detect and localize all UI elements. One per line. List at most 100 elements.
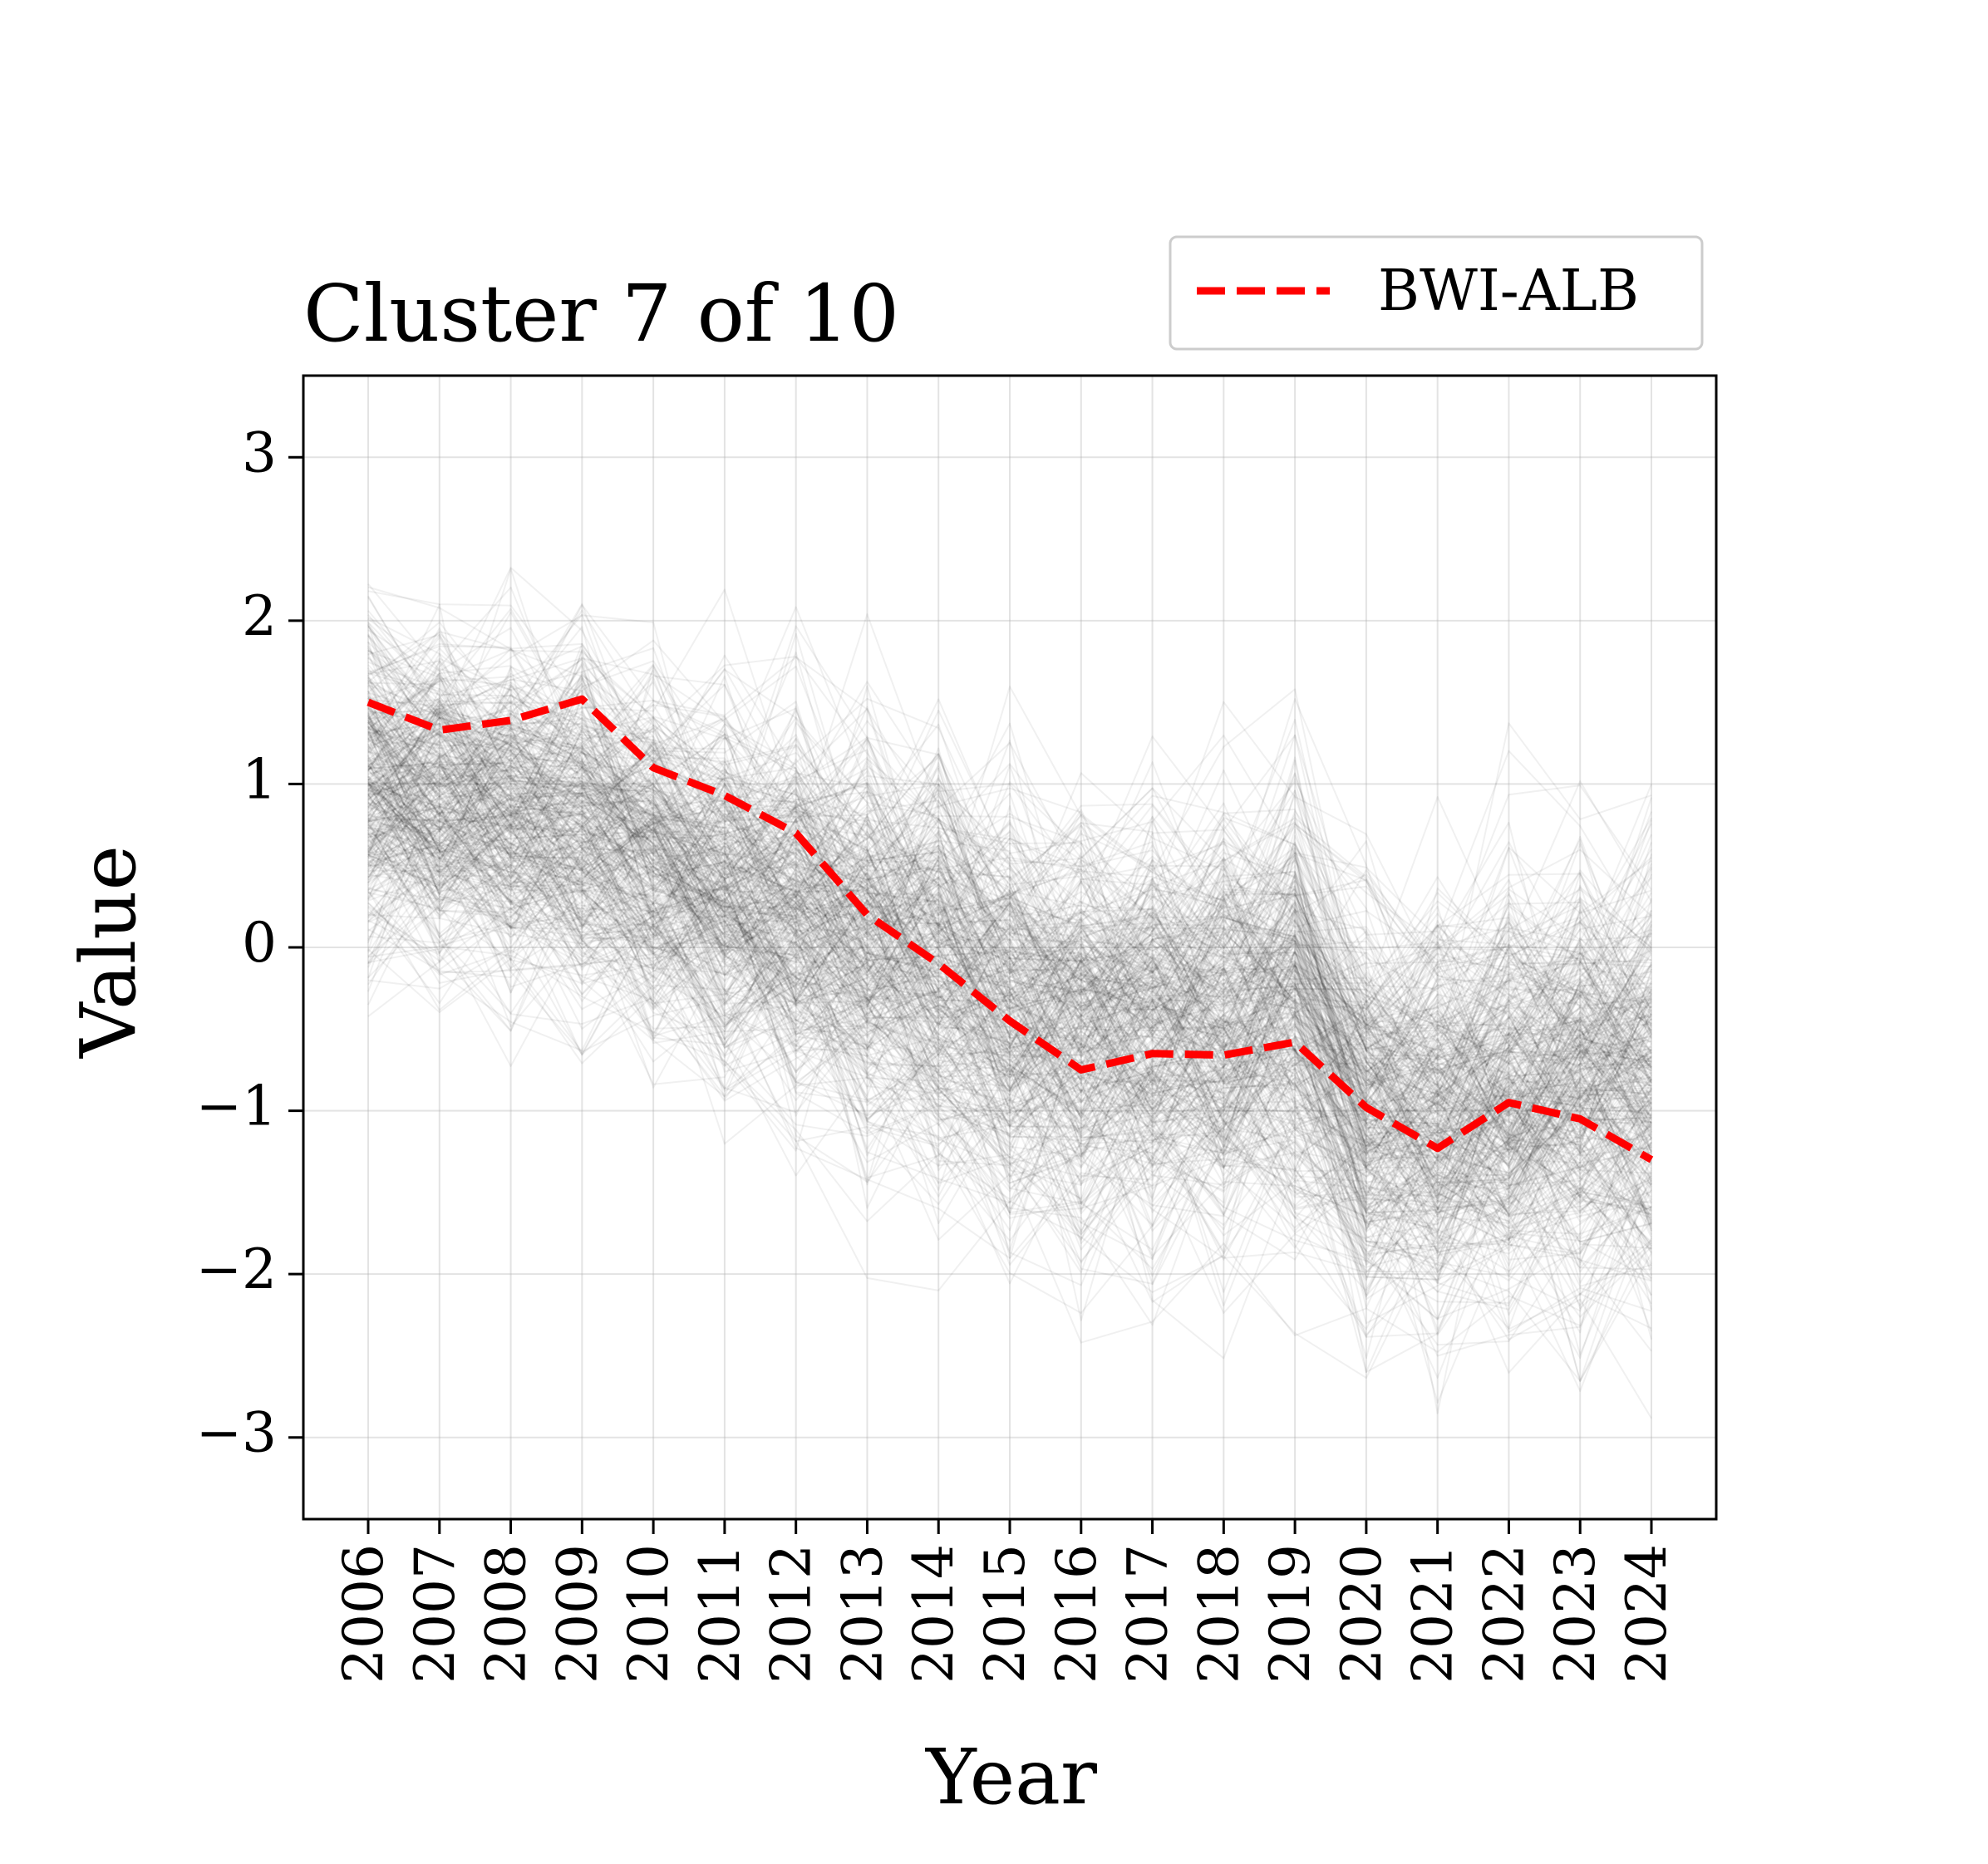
background-series-line (367, 708, 1652, 1251)
background-series-line (367, 754, 1652, 1238)
background-series-line (367, 663, 1652, 1135)
background-series-line (367, 783, 1652, 1151)
data-point-bwi-alb (368, 702, 369, 703)
background-series-line (367, 841, 1652, 1382)
background-series-line (367, 909, 1652, 1320)
background-series-line (367, 696, 1652, 1119)
background-series-line (367, 567, 1652, 969)
background-series-line (367, 610, 1652, 1145)
background-series-line (367, 843, 1652, 1211)
background-series-line (367, 787, 1652, 1217)
background-series-line (367, 774, 1652, 1181)
background-series-line (367, 823, 1652, 1240)
y-tick-label: −2 (196, 1237, 277, 1301)
background-series-line (367, 711, 1652, 1084)
background-series-line (367, 604, 1652, 976)
background-series-line (367, 794, 1652, 1231)
background-series-line (367, 780, 1652, 1252)
background-series-line (367, 806, 1652, 1197)
background-series-line (367, 697, 1652, 1213)
background-series-line (367, 706, 1652, 1242)
background-series-line (367, 730, 1652, 1155)
background-series-line (367, 717, 1652, 1153)
background-series-line (367, 722, 1652, 1082)
background-series-line (367, 795, 1652, 1178)
background-series-line (367, 757, 1652, 1216)
background-series-line (367, 681, 1652, 1193)
background-series-line (367, 765, 1652, 1240)
background-series-line (367, 603, 1652, 1199)
background-series-line (367, 761, 1652, 1196)
background-series-line (367, 614, 1652, 1122)
background-series-line (367, 712, 1652, 1075)
background-series-line (367, 782, 1652, 1321)
background-series-line (367, 721, 1652, 1171)
background-series-line (367, 851, 1652, 1414)
data-point-bwi-alb (724, 795, 725, 796)
background-series-line (367, 824, 1652, 1293)
background-series-line (367, 889, 1652, 1373)
background-series-line (367, 781, 1652, 1240)
background-series-line (367, 781, 1652, 1301)
background-series-line (367, 650, 1652, 1100)
background-series-line (367, 660, 1652, 1141)
background-series-line (367, 839, 1652, 1273)
background-series-line (367, 858, 1652, 1296)
background-series-line (367, 820, 1652, 1213)
background-series-line (367, 727, 1652, 1134)
background-series-line (367, 721, 1652, 1107)
background-series-line (367, 811, 1652, 1245)
background-series-line (367, 667, 1652, 1148)
background-series-line (367, 775, 1652, 1214)
background-series-line (367, 738, 1652, 1138)
background-series-line (367, 634, 1652, 1103)
background-series-line (367, 703, 1652, 1153)
background-series-line (367, 716, 1652, 1173)
background-series-line (367, 648, 1652, 1136)
x-tick-label: 2022 (1472, 1544, 1536, 1684)
background-series-line (367, 720, 1652, 1110)
background-series-line (367, 730, 1652, 1229)
background-series-line (367, 635, 1652, 1075)
background-series-line (367, 669, 1652, 1151)
y-tick-label: 3 (242, 421, 277, 484)
x-axis-label: Year (924, 1733, 1097, 1822)
background-series-line (367, 819, 1652, 1286)
background-series-line (367, 802, 1652, 1211)
background-series-line (367, 645, 1652, 1050)
y-axis-label: Value (64, 845, 153, 1059)
background-series-line (367, 713, 1652, 1204)
background-series-line (367, 613, 1652, 994)
background-series-line (367, 867, 1652, 1321)
background-series-line (367, 820, 1652, 1217)
background-series-line (367, 686, 1652, 1203)
x-tick-label: 2016 (1045, 1544, 1109, 1684)
data-point-bwi-alb (510, 720, 511, 721)
background-series-line (367, 696, 1652, 1182)
background-series-line (367, 834, 1652, 1357)
background-series-line (367, 711, 1652, 1147)
background-series-line (367, 727, 1652, 1129)
background-series-line (367, 723, 1652, 1148)
background-series-line (367, 819, 1652, 1359)
background-series-line (367, 779, 1652, 1230)
background-series-line (367, 734, 1652, 1175)
background-series-line (367, 780, 1652, 1266)
background-series-line (367, 774, 1652, 1281)
background-series-line (367, 706, 1652, 1200)
background-series-line (367, 834, 1652, 1382)
background-series-line (367, 745, 1652, 1158)
background-series-line (367, 777, 1652, 1259)
background-series-line (367, 625, 1652, 1028)
background-series-line (367, 788, 1652, 1212)
background-series-line (367, 775, 1652, 1174)
background-series-line (367, 948, 1652, 1419)
background-series-line (367, 681, 1652, 1242)
background-series-line (367, 730, 1652, 1168)
background-series-line (367, 782, 1652, 1284)
background-series-line (367, 760, 1652, 1274)
background-series-line (367, 761, 1652, 1124)
background-series-line (367, 675, 1652, 1140)
background-series-line (367, 804, 1652, 1277)
